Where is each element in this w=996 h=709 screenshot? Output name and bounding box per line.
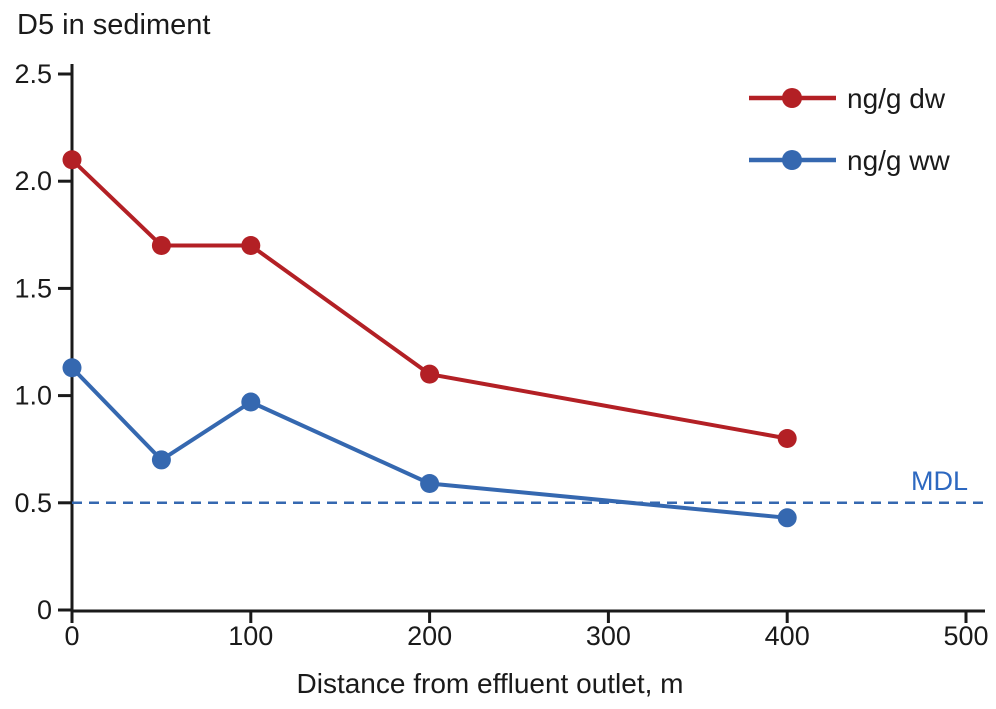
data-point-dw (420, 364, 440, 384)
mdl-reference-group: MDL (72, 466, 985, 505)
data-point-ww (777, 508, 797, 528)
y-tick-label: 2.5 (14, 59, 52, 89)
y-tick-label: 0.5 (14, 488, 52, 518)
data-point-ww (151, 450, 171, 470)
data-point-ww (62, 358, 82, 378)
legend-label: ng/g ww (847, 145, 950, 176)
data-point-dw (241, 236, 261, 256)
y-tick-label: 0 (37, 595, 52, 625)
legend-item: ng/g dw (749, 83, 946, 114)
legend-label: ng/g dw (847, 83, 946, 114)
series-line-dw (70, 158, 788, 441)
data-series-group (62, 150, 797, 528)
x-axis-label: Distance from effluent outlet, m (297, 668, 684, 699)
x-tick-label: 500 (943, 621, 988, 651)
y-tick-label: 1.5 (14, 273, 52, 303)
legend: ng/g dw ng/g ww (749, 83, 950, 176)
x-tick-label: 400 (765, 621, 810, 651)
data-point-ww (241, 392, 261, 412)
axes: 0 0.5 1.0 1.5 2.0 2.5 0 100 200 300 400 500 (14, 59, 988, 651)
data-point-dw (62, 150, 82, 170)
y-tick-label: 1.0 (14, 381, 52, 411)
x-tick-label: 300 (586, 621, 631, 651)
legend-marker-icon (782, 88, 802, 108)
legend-item: ng/g ww (749, 145, 950, 176)
series-line-ww (70, 366, 788, 520)
legend-marker-icon (782, 150, 802, 170)
chart-title: D5 in sediment (17, 9, 210, 41)
data-point-dw (151, 236, 171, 256)
x-tick-label: 0 (64, 621, 79, 651)
y-tick-label: 2.0 (14, 166, 52, 196)
data-point-ww (420, 474, 440, 494)
data-point-dw (777, 428, 797, 448)
x-tick-label: 200 (407, 621, 452, 651)
mdl-label: MDL (911, 466, 968, 496)
x-tick-label: 100 (228, 621, 273, 651)
